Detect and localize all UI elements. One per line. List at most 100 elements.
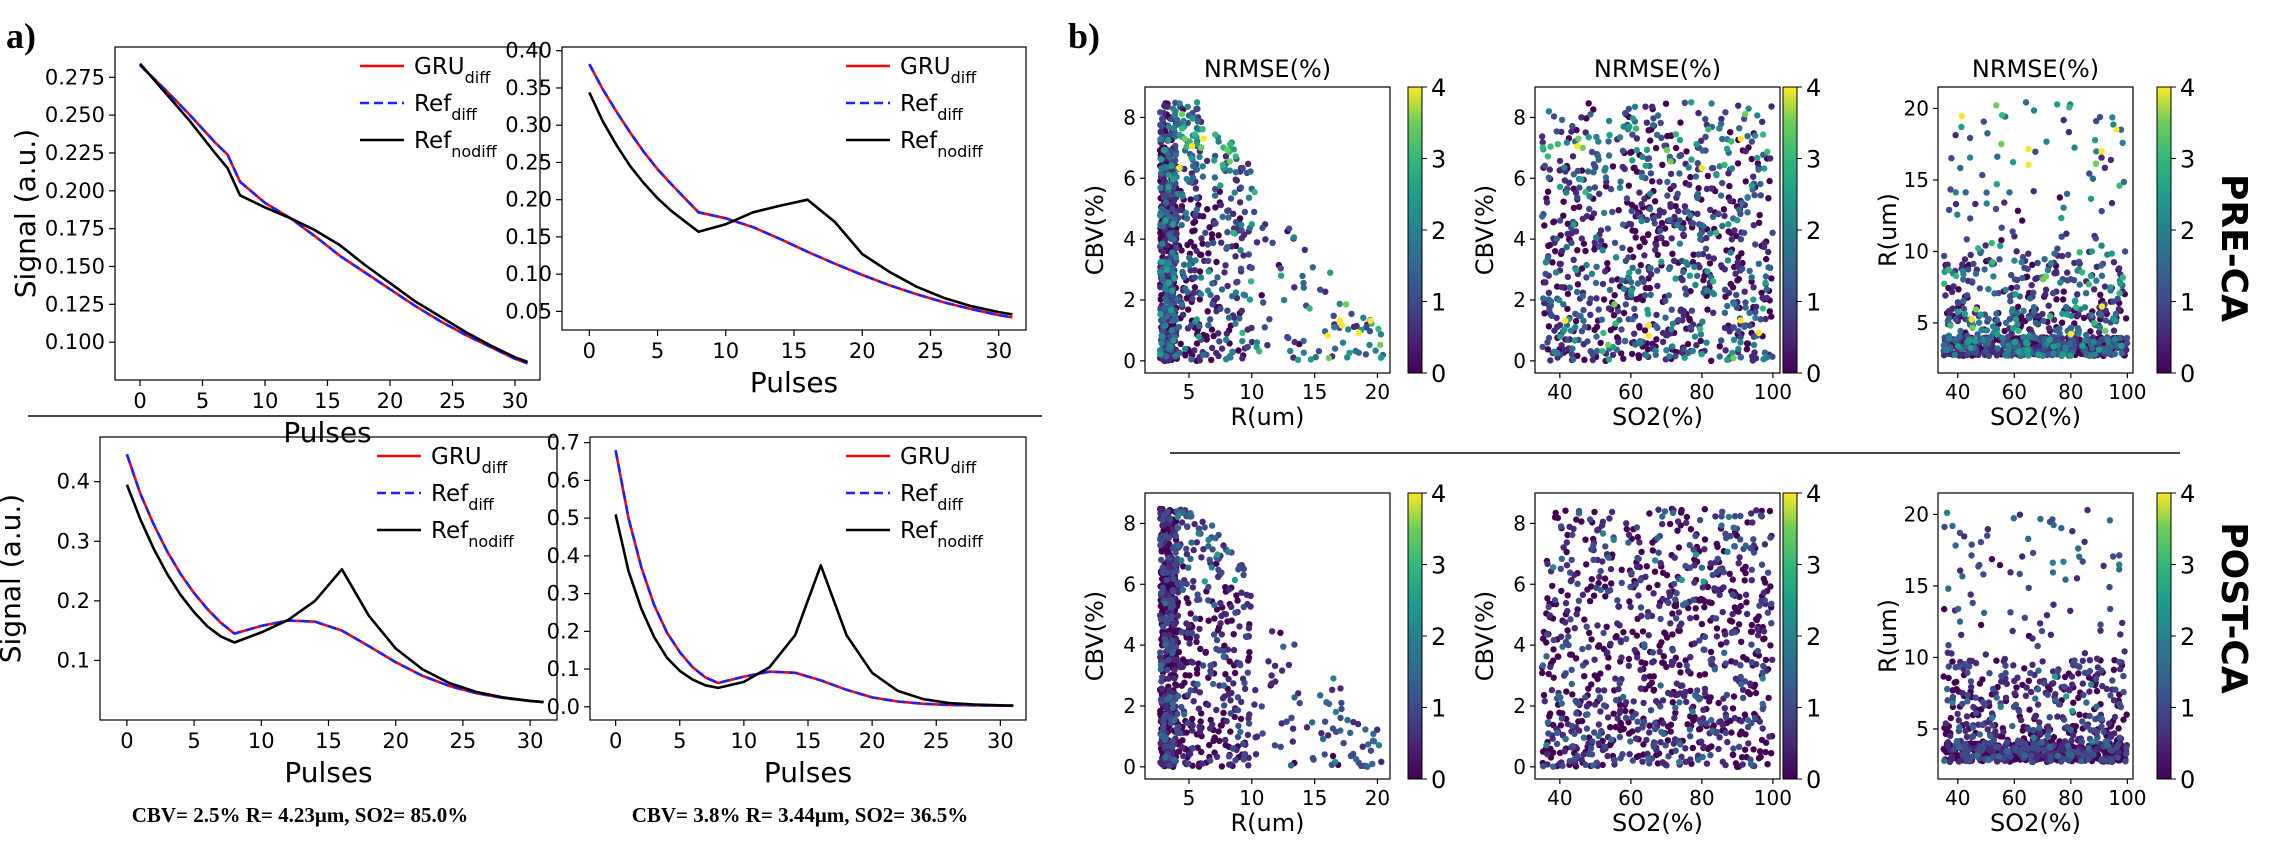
legend-subscript: diff <box>951 458 978 477</box>
y-tick-label: 0.0 <box>547 695 580 719</box>
scatter-point <box>1604 649 1611 656</box>
scatter-point <box>1548 686 1556 694</box>
scatter-point <box>1640 718 1648 725</box>
scatter-point <box>1157 136 1164 143</box>
scatter-point <box>1301 246 1309 254</box>
scatter-point <box>1222 336 1230 343</box>
scatter-point <box>1589 351 1596 358</box>
x-tick-label: 15 <box>315 729 342 753</box>
scatter-point <box>1738 718 1745 725</box>
scatter-point <box>1581 673 1588 680</box>
scatter-point <box>1952 131 1959 139</box>
scatter-point <box>1285 661 1293 669</box>
scatter-point <box>1970 260 1977 267</box>
y-axis-label: CBV(%) <box>1081 185 1109 275</box>
scatter-point <box>1201 578 1209 585</box>
scatter-point <box>2012 291 2019 298</box>
scatter-point <box>1174 612 1182 619</box>
scatter-point <box>1749 519 1756 526</box>
scatter-point <box>1179 193 1186 200</box>
scatter-point <box>1212 535 1219 542</box>
scatter-point <box>1728 236 1736 243</box>
scatter-point <box>1198 251 1205 258</box>
scatter-point <box>1563 243 1570 251</box>
scatter-point <box>2035 351 2042 358</box>
scatter-point <box>1265 658 1272 665</box>
scatter-point <box>1701 536 1709 543</box>
scatter-point <box>1654 251 1662 258</box>
scatter-point <box>1225 314 1233 321</box>
scatter-point <box>1550 749 1557 756</box>
scatter-point <box>1984 130 1991 137</box>
scatter-point <box>1208 522 1216 529</box>
scatter-point <box>1616 733 1624 741</box>
scatter-point <box>1622 110 1629 117</box>
scatter-point <box>1983 189 1990 196</box>
scatter-title: NRMSE(%) <box>1204 55 1331 83</box>
scatter-point <box>1628 207 1635 215</box>
scatter-point <box>1754 154 1761 162</box>
scatter-point <box>2093 277 2100 284</box>
scatter-point <box>1744 133 1751 140</box>
scatter-point <box>2024 265 2031 273</box>
scatter-point <box>1578 114 1585 121</box>
scatter-point <box>2012 315 2020 323</box>
scatter-point <box>1629 728 1636 735</box>
scatter-point <box>1157 310 1164 318</box>
scatter-point <box>1190 577 1197 585</box>
scatter-point <box>1590 592 1598 599</box>
scatter-point <box>2098 148 2105 155</box>
scatter-point <box>1952 200 1960 208</box>
scatter-point <box>1545 603 1552 611</box>
scatter-point <box>1178 519 1186 526</box>
scatter-point <box>1352 347 1359 355</box>
scatter-point <box>1169 249 1176 256</box>
scatter-point <box>2121 248 2129 255</box>
scatter-point <box>1730 336 1738 343</box>
scatter-point <box>1192 185 1200 192</box>
scatter-point <box>1683 662 1691 669</box>
scatter-point <box>1160 194 1168 201</box>
scatter-point <box>1214 551 1221 558</box>
scatter-point <box>1582 247 1589 255</box>
scatter-point <box>1592 279 1600 287</box>
scatter-point <box>1582 129 1589 136</box>
scatter-point <box>1996 256 2003 263</box>
scatter-point <box>1556 333 1564 340</box>
scatter-point <box>2118 342 2125 349</box>
scatter-point <box>1730 745 1737 752</box>
scatter-point <box>2085 281 2093 288</box>
scatter-point <box>1565 641 1572 649</box>
scatter-point <box>1993 102 2000 109</box>
scatter-point <box>1699 147 1706 154</box>
scatter-point <box>1600 702 1608 709</box>
scatter-point <box>1607 565 1615 573</box>
scatter-point <box>1669 250 1676 257</box>
scatter-point <box>1212 204 1219 211</box>
scatter-point <box>1159 673 1166 681</box>
scatter-point <box>1220 653 1228 660</box>
scatter-point <box>1191 267 1199 274</box>
scatter-point <box>1651 568 1659 575</box>
scatter-point <box>1199 518 1206 525</box>
scatter-point <box>1983 327 1991 334</box>
scatter-point <box>1661 225 1669 232</box>
scatter-point <box>2116 265 2123 272</box>
scatter-point <box>1542 270 1549 278</box>
scatter-point <box>1158 556 1165 564</box>
y-tick-label: 0 <box>1123 349 1136 373</box>
scatter-point <box>1662 314 1669 321</box>
scatter-point <box>1207 757 1214 764</box>
scatter-point <box>1573 126 1580 134</box>
scatter-point <box>2111 350 2119 358</box>
scatter-point <box>1163 266 1171 274</box>
scatter-point <box>2082 331 2090 339</box>
scatter-point <box>1617 178 1624 185</box>
scatter-point <box>1183 215 1191 222</box>
scatter-point <box>1658 258 1665 265</box>
scatter-point <box>1609 351 1617 359</box>
scatter-point <box>1660 720 1667 727</box>
y-tick-label: 10 <box>1904 239 1929 263</box>
scatter-point <box>1636 243 1643 250</box>
scatter-point <box>1742 299 1749 306</box>
